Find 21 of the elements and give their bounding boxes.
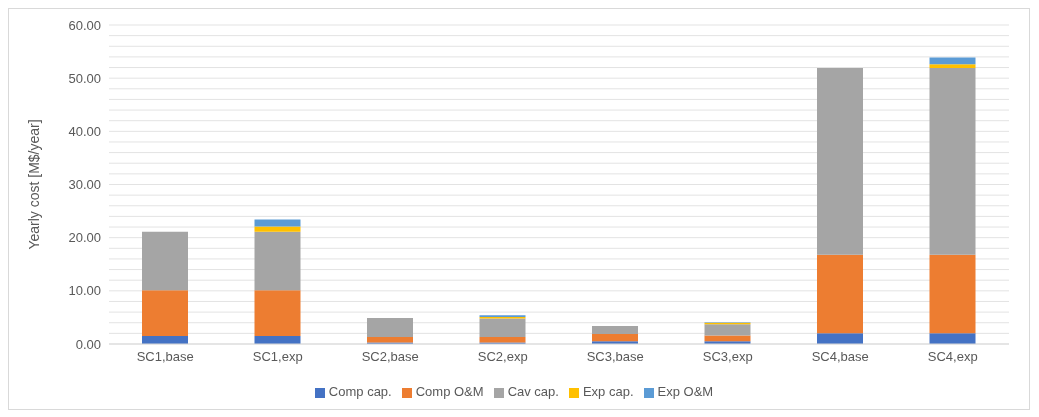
- x-tick-label: SC2,base: [361, 349, 419, 365]
- x-tick-label: SC1,exp: [252, 349, 303, 365]
- x-tick-label: SC4,exp: [927, 349, 978, 365]
- x-tick-label: SC4,base: [811, 349, 869, 365]
- x-tick-label: SC3,base: [586, 349, 644, 365]
- y-tick-label: 10.00: [68, 283, 101, 299]
- y-tick-label: 50.00: [68, 70, 101, 86]
- y-tick-label: 30.00: [68, 177, 101, 193]
- legend-label: Exp cap.: [582, 384, 634, 399]
- legend-label: Cav cap.: [507, 384, 559, 399]
- y-tick-label: 20.00: [68, 230, 101, 246]
- legend-label: Exp O&M: [657, 384, 714, 399]
- x-tick-label: SC2,exp: [477, 349, 528, 365]
- y-tick-label: 60.00: [68, 17, 101, 33]
- y-tick-label: 0.00: [75, 336, 101, 352]
- y-tick-label: 40.00: [68, 123, 101, 139]
- legend-label: Comp O&M: [415, 384, 484, 399]
- y-axis-title: Yearly cost [M$/year]: [25, 119, 42, 250]
- x-tick-label: SC3,exp: [702, 349, 753, 365]
- x-tick-label: SC1,base: [136, 349, 194, 365]
- legend-label: Comp cap.: [328, 384, 392, 399]
